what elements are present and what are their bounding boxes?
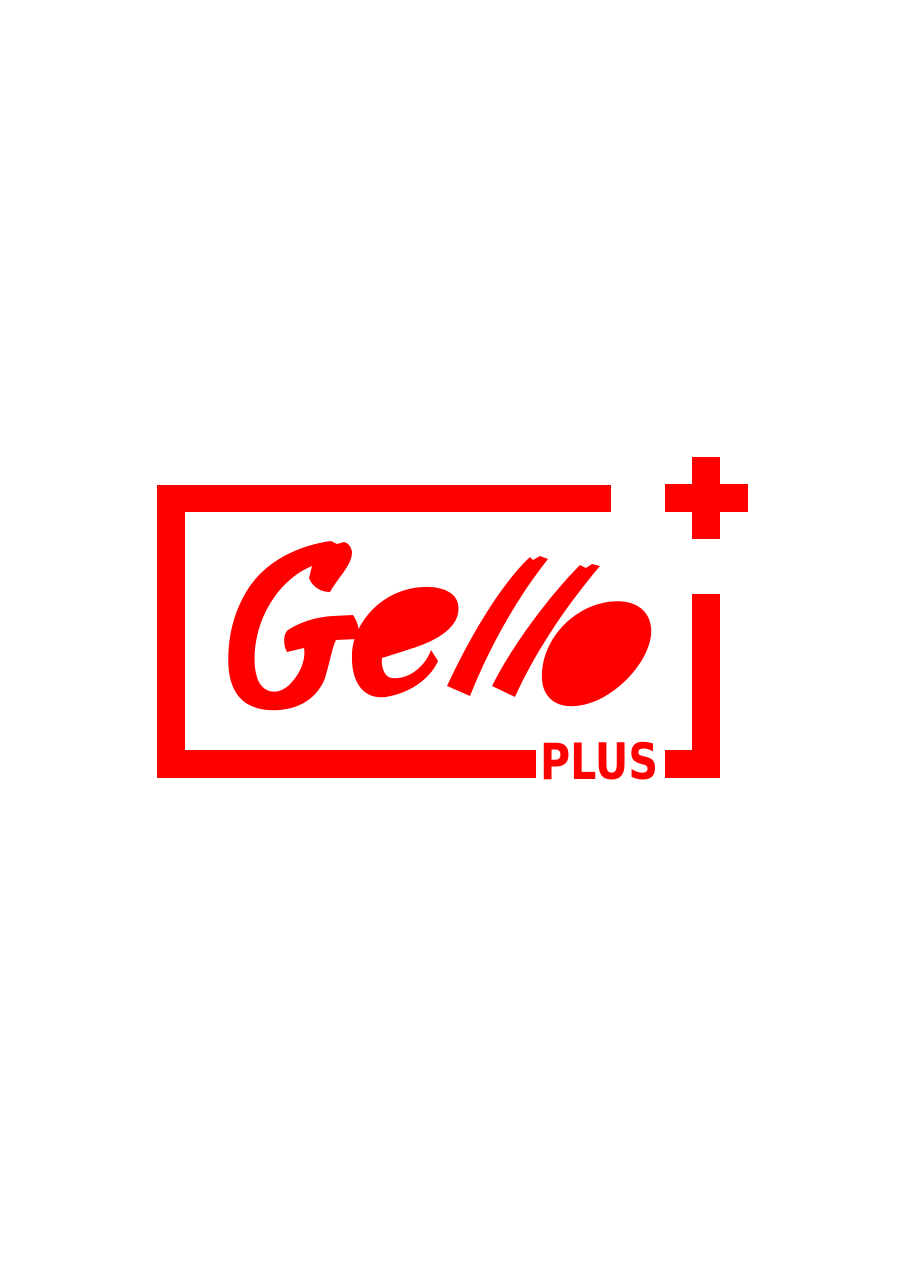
wordmark-gello — [228, 541, 652, 711]
subtitle-plus: PLUS — [540, 733, 658, 791]
frame-top-bar — [157, 485, 611, 512]
frame-right-bar — [692, 594, 720, 778]
frame-bottom-bar — [157, 750, 536, 778]
frame-left-bar — [157, 485, 185, 778]
frame-bottom-right-stub — [665, 750, 720, 778]
plus-sign-icon — [665, 457, 748, 539]
